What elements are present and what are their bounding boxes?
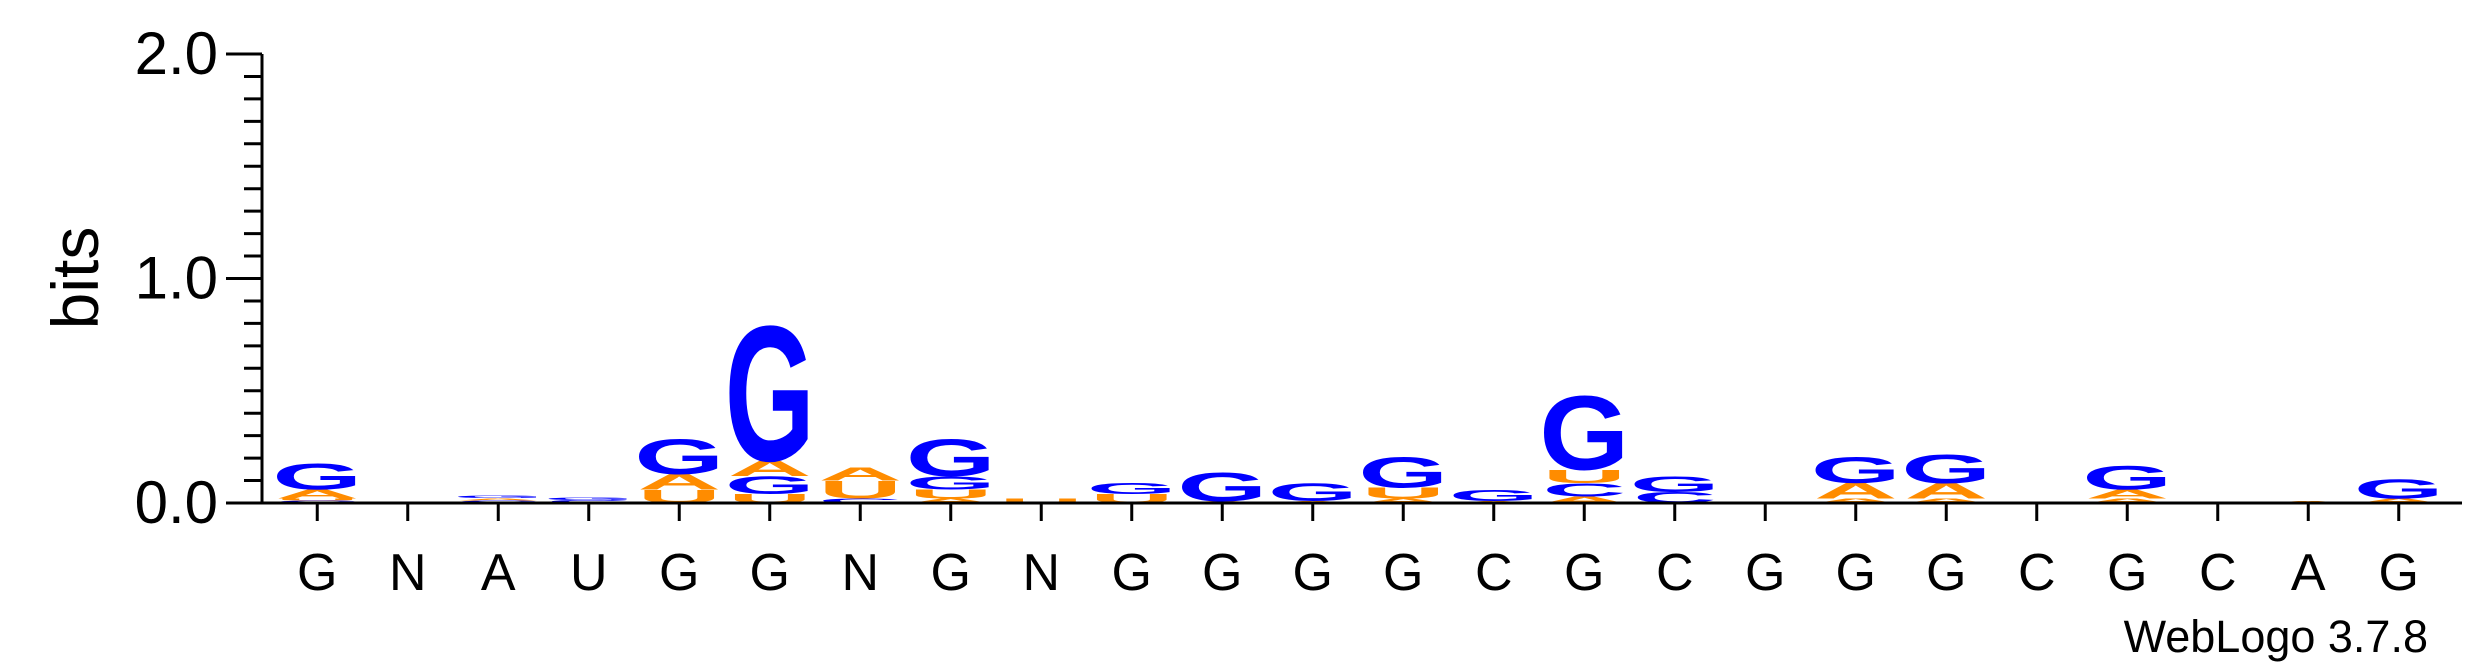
logo-glyph-stacks: CUAGCAGCGUAGUGAGCUAAUGGUUGAGAGAUGAGACUGC…	[272, 286, 2444, 510]
x-tick-label: G	[1926, 544, 1966, 602]
logo-letter-g: G	[2354, 473, 2444, 504]
logo-column: AAG	[2082, 459, 2172, 504]
logo-letter-a: A	[1904, 497, 1988, 504]
logo-letter-a: A	[2085, 487, 2169, 501]
x-tick-label: G	[659, 544, 699, 602]
logo-letter-g: G	[906, 473, 996, 494]
logo-letter-a: A	[909, 497, 993, 504]
logo-letter-u: U	[1542, 466, 1626, 487]
logo-letter-u: U	[999, 497, 1083, 504]
logo-letter-g: G	[725, 471, 815, 499]
logo-letter-a: A	[637, 470, 721, 494]
logo-letter-g: G	[1630, 472, 1720, 496]
x-tick-label: G	[1836, 544, 1876, 602]
x-tick-label: G	[750, 544, 790, 602]
x-tick-label: C	[1475, 544, 1513, 602]
logo-letter-g: G	[272, 456, 362, 498]
x-tick-label: A	[481, 544, 516, 602]
logo-letter-c: C	[1542, 479, 1626, 500]
logo-letter-g: G	[1268, 478, 1358, 506]
logo-letter-c: C	[818, 497, 902, 504]
weblogo-watermark: WebLogo 3.7.8	[2124, 611, 2428, 662]
logo-letter-g: G	[544, 497, 634, 501]
logo-letter-a: A	[1904, 479, 1988, 503]
y-axis: 0.0 1.0 2.0	[135, 20, 264, 536]
logo-letter-g: G	[906, 428, 996, 487]
logo-column: CUAG	[272, 456, 362, 504]
x-tick-label: G	[2107, 544, 2147, 602]
logo-letter-a: A	[1814, 497, 1898, 504]
y-tick-label: 0.0	[135, 469, 218, 536]
logo-column: AUG	[1358, 448, 1448, 504]
logo-letter-g: G	[1449, 487, 1539, 505]
logo-letter-g: G	[1539, 374, 1629, 492]
x-tick-label: G	[2379, 544, 2419, 602]
logo-letter-a: A	[1542, 495, 1626, 505]
x-tick-label: C	[2018, 544, 2056, 602]
logo-letter-a: A	[2085, 497, 2169, 504]
x-tick-label: G	[1112, 544, 1152, 602]
logo-letter-a: A	[728, 456, 812, 480]
x-tick-label: N	[389, 544, 427, 602]
logo-letter-a: A	[456, 498, 540, 501]
logo-column: U	[999, 497, 1083, 504]
logo-column: UAG	[634, 428, 724, 507]
logo-letter-g: G	[725, 286, 815, 502]
x-tick-label: C	[2199, 544, 2237, 602]
y-axis-label: bits	[38, 227, 112, 330]
logo-letter-g: G	[1901, 446, 1991, 491]
logo-column: AG	[2354, 473, 2444, 504]
logo-letter-a: A	[2357, 497, 2441, 504]
y-tick-label: 1.0	[135, 245, 218, 312]
logo-letter-g: G	[1087, 480, 1177, 498]
x-tick-label: G	[1202, 544, 1242, 602]
logo-letter-a: A	[818, 464, 902, 485]
logo-letter-u: U	[275, 498, 359, 501]
logo-column: CUA	[818, 464, 902, 505]
x-tick-label: N	[1022, 544, 1060, 602]
x-tick-label: C	[1656, 544, 1694, 602]
logo-column: AAG	[1811, 449, 1901, 504]
logo-letter-u: U	[909, 487, 993, 501]
logo-letter-g: G	[2082, 459, 2172, 497]
logo-letter-g: G	[1811, 449, 1901, 491]
x-tick-label: G	[1383, 544, 1423, 602]
y-tick-label: 2.0	[135, 20, 218, 87]
logo-letter-g: G	[453, 495, 543, 499]
x-tick-label: N	[841, 544, 879, 602]
logo-letter-u: U	[1361, 484, 1445, 502]
x-tick-label: G	[297, 544, 337, 602]
x-tick-label: G	[1564, 544, 1604, 602]
logo-letter-a: A	[1361, 497, 1445, 504]
logo-letter-u: U	[818, 476, 902, 504]
logo-letter-a: A	[1814, 479, 1898, 503]
logo-column: CG	[1630, 472, 1720, 506]
x-tick-label: G	[1745, 544, 1785, 602]
logo-letter-g: G	[634, 428, 724, 484]
x-tick-label: G	[1293, 544, 1333, 602]
logo-letter-g: G	[1358, 448, 1448, 497]
logo-letter-a: A	[275, 487, 359, 501]
x-tick-label: U	[570, 544, 608, 602]
x-tick-label: A	[2291, 544, 2326, 602]
logo-column: AAG	[1901, 446, 1991, 504]
x-tick-label: G	[931, 544, 971, 602]
